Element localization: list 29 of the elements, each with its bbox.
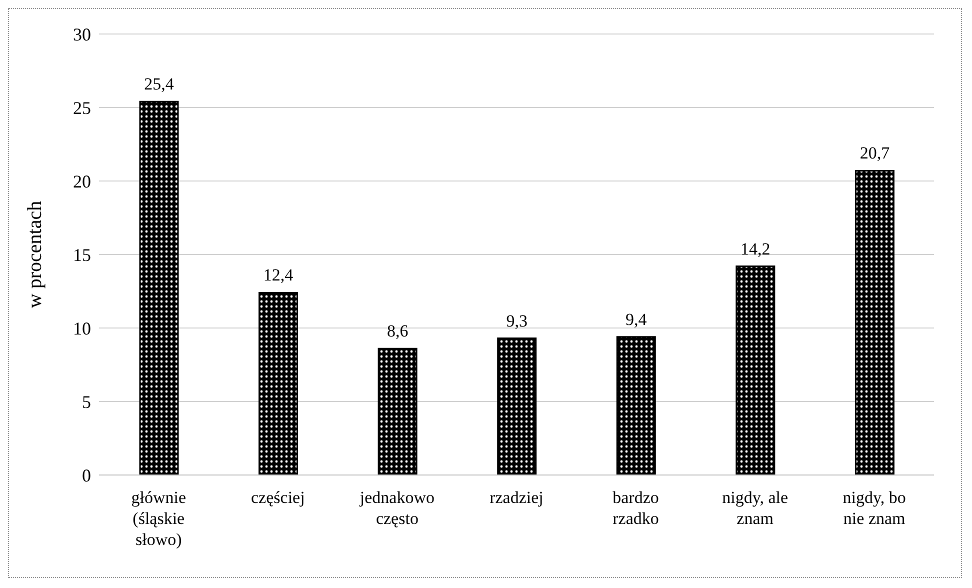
y-tick-label: 15 [73, 244, 91, 265]
data-label: 20,7 [860, 144, 890, 163]
x-tick-label: bardzo rzadko [612, 488, 659, 528]
y-tick-label: 20 [73, 171, 91, 192]
x-tick-label: rzadziej [490, 488, 544, 507]
x-tick-label: częściej [251, 488, 305, 507]
y-tick-label: 5 [82, 392, 91, 412]
bar [616, 336, 656, 475]
data-label: 9,4 [626, 310, 648, 329]
data-label: 25,4 [144, 74, 174, 94]
data-label: 12,4 [263, 266, 294, 285]
data-label: 14,2 [740, 239, 770, 258]
data-label: 9,3 [506, 311, 528, 330]
bar [736, 266, 776, 475]
data-label: 8,6 [386, 322, 408, 341]
bar [378, 348, 418, 475]
y-axis-title: w procentach [24, 200, 46, 308]
bar [139, 100, 179, 475]
bar [854, 170, 894, 475]
x-tick-label: głównie (śląskie słowo) [131, 488, 186, 549]
x-tick-label: nigdy, bo nie znam [842, 488, 906, 528]
y-tick-label: 25 [73, 98, 91, 118]
bar [258, 292, 298, 475]
y-tick-label: 30 [73, 24, 91, 44]
x-tick-label: nigdy, ale znam [722, 488, 788, 528]
bar [497, 338, 537, 475]
x-tick-label: jednakowo często [358, 488, 435, 528]
y-tick-label: 0 [82, 465, 91, 486]
y-tick-label: 10 [73, 318, 91, 338]
